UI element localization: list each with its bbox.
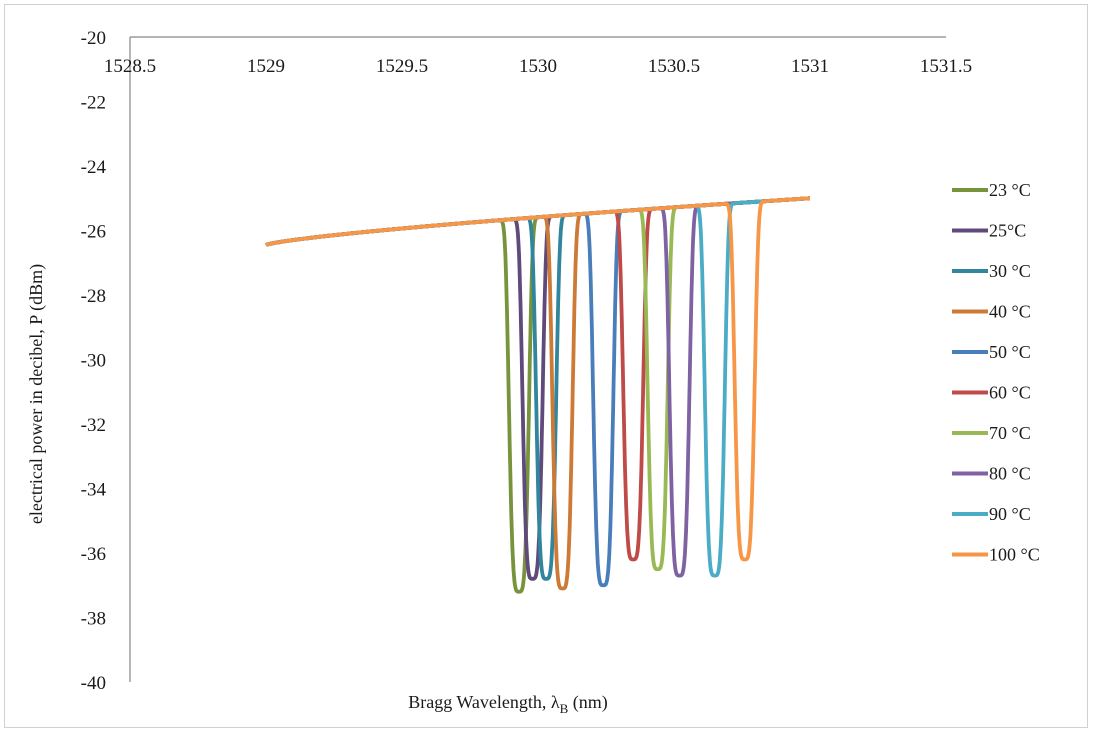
chart-frame — [4, 4, 1088, 728]
legend: 23 °C 25°C 30 °C 40 °C 50 °C 60 °C 70 °C 80 °C 9… — [952, 180, 1040, 565]
series-lines — [264, 196, 812, 594]
legend-label: 23 °C — [989, 180, 1031, 200]
legend-label: 40 °C — [989, 302, 1031, 322]
axes — [129, 36, 946, 682]
series-line — [264, 196, 812, 562]
x-tick-label: 1528.5 — [104, 56, 156, 77]
legend-label: 30 °C — [989, 261, 1031, 281]
x-tick-label: 1531 — [791, 56, 829, 77]
x-tick-label: 1529 — [247, 56, 285, 77]
x-axis-title-subscript: B — [560, 701, 569, 716]
legend-label: 90 °C — [989, 504, 1031, 524]
y-axis-title: electrical power in decibel, P (dBm) — [26, 264, 47, 524]
legend-label: 50 °C — [989, 342, 1031, 362]
legend-label: 70 °C — [989, 423, 1031, 443]
y-tick-label: -20 — [81, 28, 106, 49]
legend-label: 25°C — [989, 221, 1026, 241]
y-tick-label: -32 — [81, 415, 106, 436]
y-tick-label: -26 — [81, 222, 106, 243]
y-tick-label: -38 — [81, 609, 106, 630]
x-tick-label: 1529.5 — [376, 56, 428, 77]
x-axis-title: Bragg Wavelength, λB (nm) — [408, 692, 608, 716]
y-tick-label: -40 — [81, 673, 106, 694]
x-tick-labels: 1528.5 1529 1529.5 1530 1530.5 1531 1531.5 — [104, 56, 972, 77]
legend-label: 60 °C — [989, 383, 1031, 403]
y-tick-label: -22 — [81, 93, 106, 114]
legend-label: 100 °C — [989, 545, 1040, 565]
y-tick-label: -28 — [81, 286, 106, 307]
x-axis-title-unit: (nm) — [568, 692, 608, 713]
y-tick-label: -36 — [81, 544, 106, 565]
y-tick-label: -34 — [81, 480, 107, 501]
y-tick-label: -30 — [81, 351, 106, 372]
y-tick-label: -24 — [81, 157, 107, 178]
x-tick-label: 1530 — [519, 56, 557, 77]
x-tick-label: 1530.5 — [648, 56, 700, 77]
x-axis-title-main: Bragg Wavelength, λ — [408, 692, 560, 712]
x-tick-label: 1531.5 — [920, 56, 972, 77]
legend-label: 80 °C — [989, 464, 1031, 484]
y-tick-labels: -20 -22 -24 -26 -28 -30 -32 -34 -36 -38 -40 — [81, 28, 107, 694]
